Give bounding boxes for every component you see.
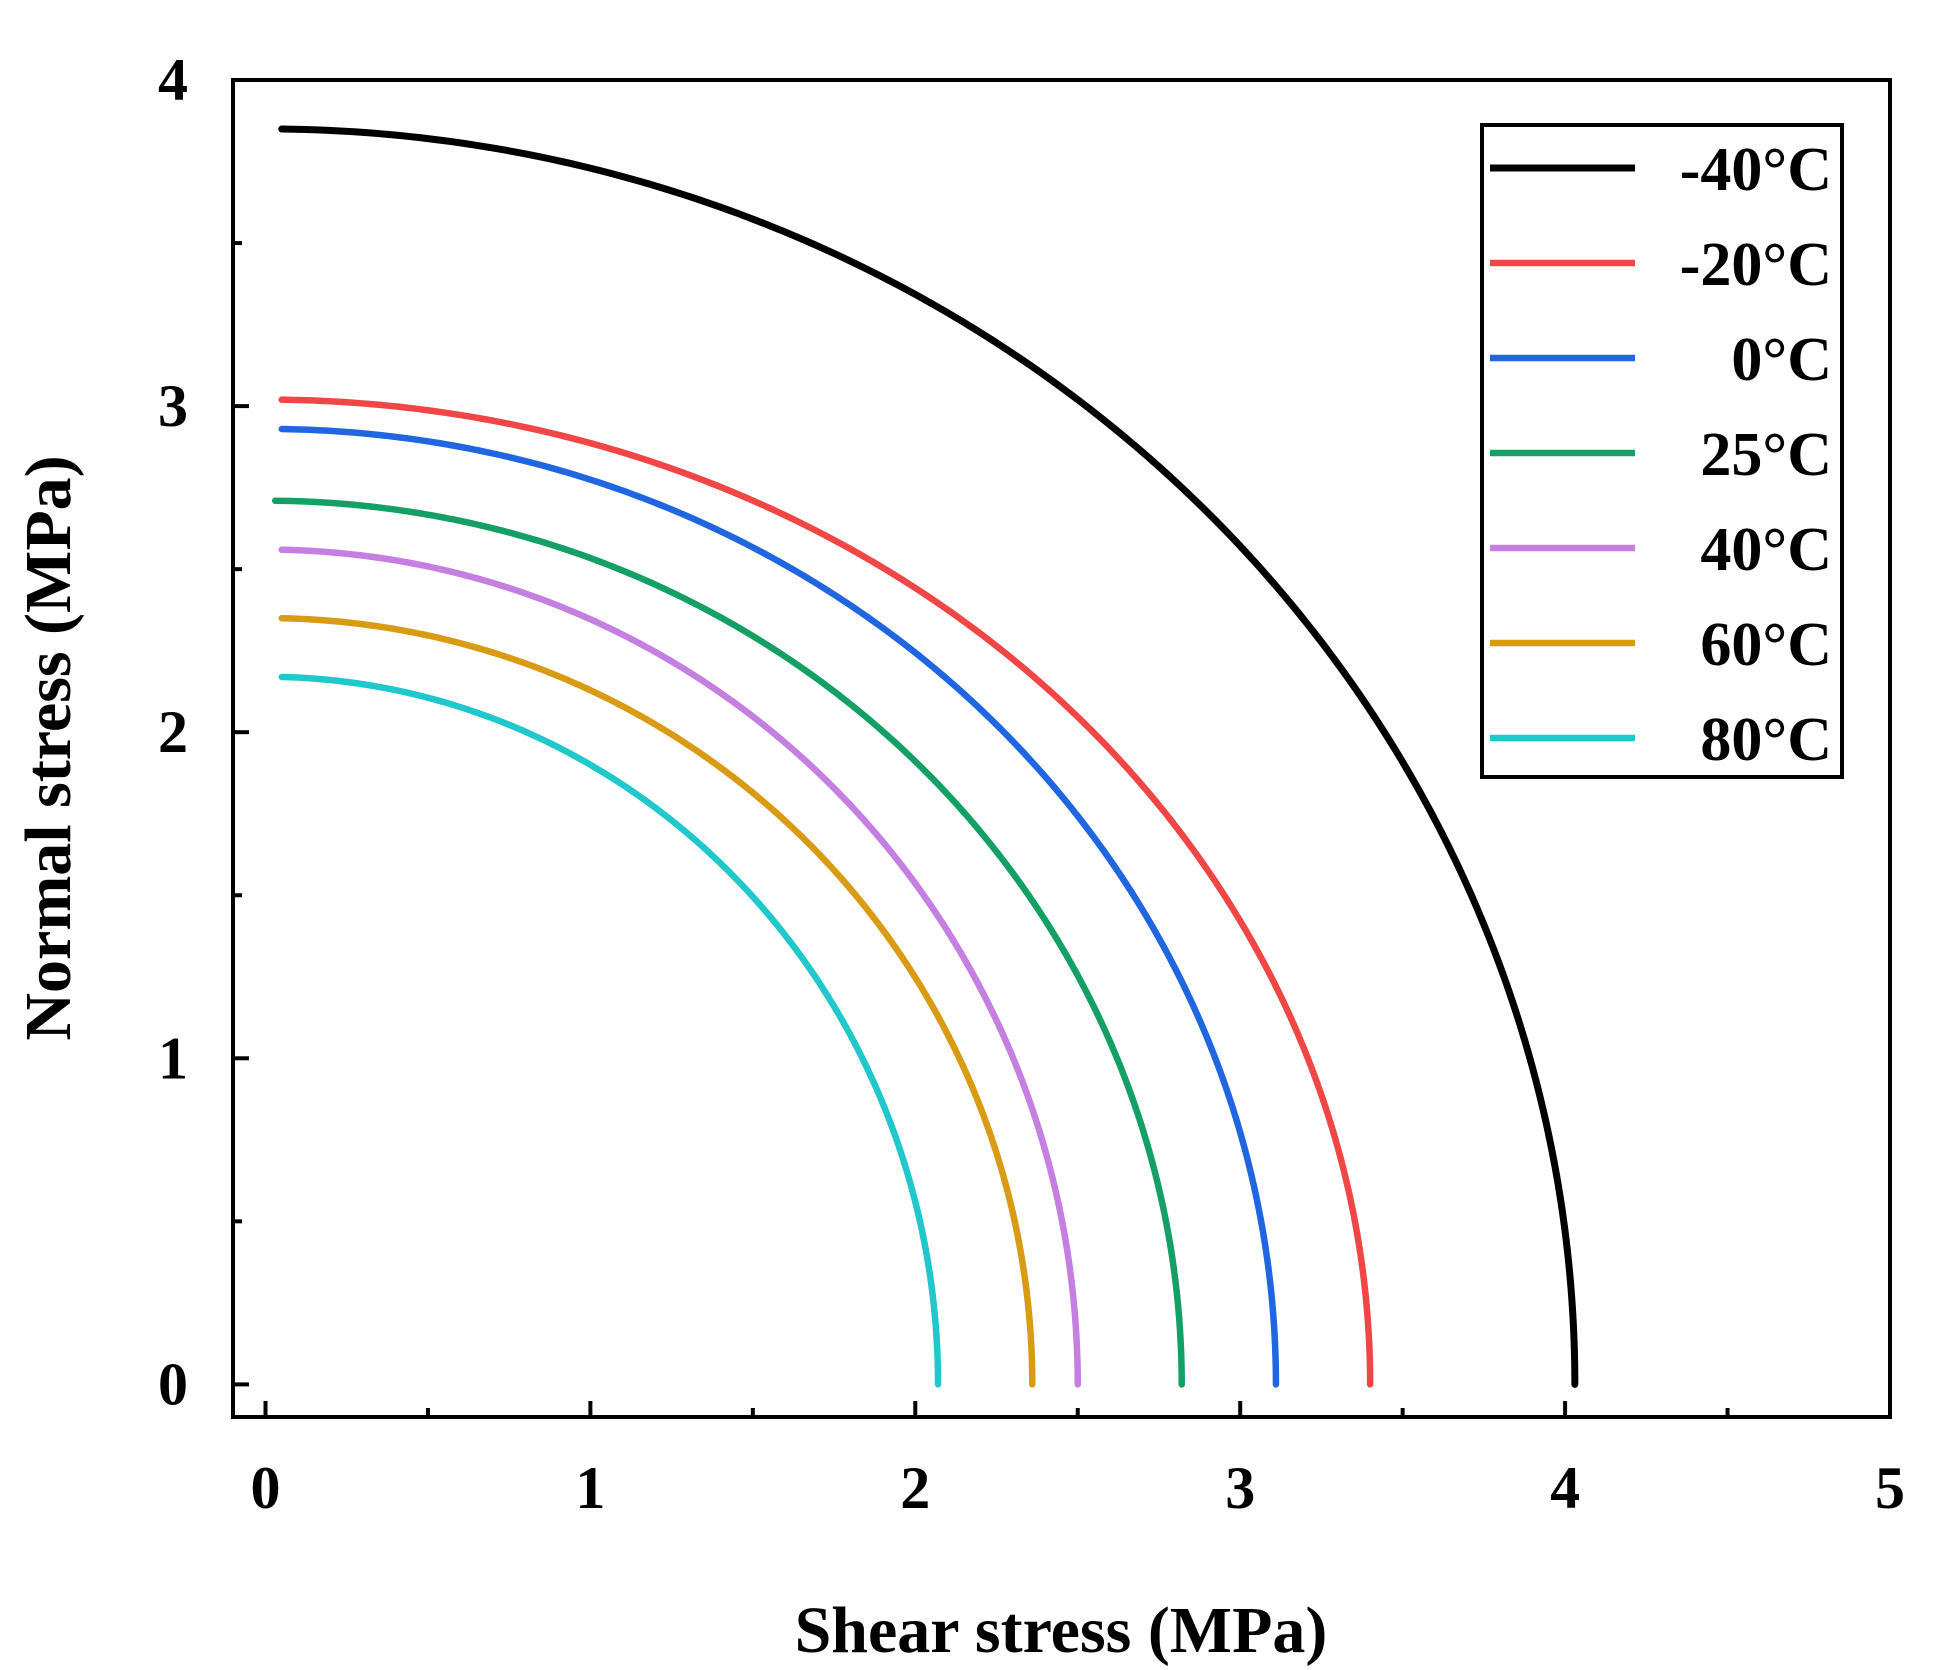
series-curve-2: [278, 396, 1374, 1388]
x-axis-title: Shear stress (MPa): [795, 1594, 1328, 1667]
series-curve-1: [278, 125, 1579, 1388]
x-tick-label: 2: [900, 1455, 930, 1521]
legend: -40°C -20°C 0°C 25°C 40°C 60°C 80°C: [1480, 123, 1844, 779]
legend-label-4: 25°C: [1700, 421, 1832, 489]
y-tick-label: 1: [158, 1025, 188, 1091]
tick-labels: 0 1 2 3 4 5 0 1 2 3 4: [158, 47, 1905, 1521]
legend-label-6: 60°C: [1700, 611, 1832, 679]
legend-label-5: 40°C: [1700, 516, 1832, 584]
x-tick-label: 5: [1875, 1455, 1905, 1521]
x-tick-label: 4: [1550, 1455, 1580, 1521]
curves: [271, 125, 1579, 1388]
y-tick-label: 2: [158, 699, 188, 765]
legend-label-3: 0°C: [1731, 326, 1832, 394]
plot-frame: [231, 78, 1892, 1419]
x-tick-label: 3: [1225, 1455, 1255, 1521]
series-curve-4: [271, 497, 1185, 1388]
axis-ticks: [233, 78, 1892, 1417]
y-tick-label: 0: [158, 1351, 188, 1417]
series-curve-3: [278, 425, 1280, 1388]
x-tick-label: 1: [575, 1455, 605, 1521]
series-curve-6: [278, 614, 1036, 1388]
series-curve-5: [278, 546, 1081, 1388]
y-axis-title: Normal stress (MPa): [12, 455, 85, 1040]
x-tick-label: 0: [250, 1455, 280, 1521]
y-tick-label: 4: [158, 47, 188, 113]
legend-label-2: -20°C: [1680, 231, 1832, 299]
legend-label-1: -40°C: [1680, 136, 1832, 204]
y-tick-label: 3: [158, 373, 188, 439]
legend-label-7: 80°C: [1700, 706, 1832, 774]
series-curve-7: [278, 673, 942, 1388]
